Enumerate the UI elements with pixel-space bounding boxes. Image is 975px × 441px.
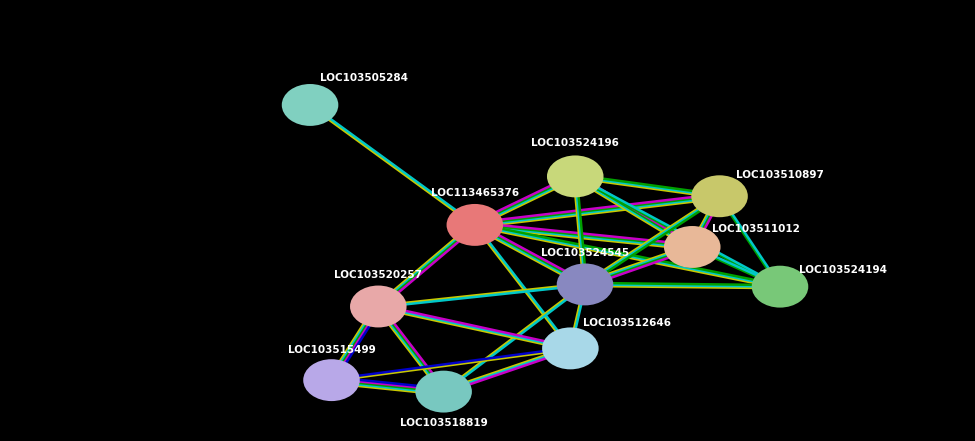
Ellipse shape	[415, 370, 472, 413]
Ellipse shape	[447, 204, 503, 246]
Text: LOC103510897: LOC103510897	[736, 170, 824, 180]
Ellipse shape	[752, 265, 808, 308]
Text: LOC103524196: LOC103524196	[531, 138, 619, 148]
Ellipse shape	[547, 156, 604, 198]
Text: LOC103511012: LOC103511012	[712, 224, 800, 234]
Text: LOC103515499: LOC103515499	[288, 345, 375, 355]
Ellipse shape	[557, 264, 613, 305]
Ellipse shape	[664, 226, 721, 268]
Ellipse shape	[350, 286, 407, 327]
Ellipse shape	[542, 327, 599, 370]
Text: LOC103520257: LOC103520257	[334, 270, 422, 280]
Ellipse shape	[282, 84, 338, 126]
Text: LOC103512646: LOC103512646	[583, 318, 671, 328]
Text: LOC103518819: LOC103518819	[400, 419, 488, 428]
Text: LOC103524545: LOC103524545	[541, 248, 629, 258]
Text: LOC113465376: LOC113465376	[431, 188, 519, 198]
Ellipse shape	[303, 359, 360, 401]
Text: LOC103505284: LOC103505284	[320, 74, 408, 83]
Ellipse shape	[691, 175, 748, 217]
Text: LOC103524194: LOC103524194	[800, 265, 887, 275]
